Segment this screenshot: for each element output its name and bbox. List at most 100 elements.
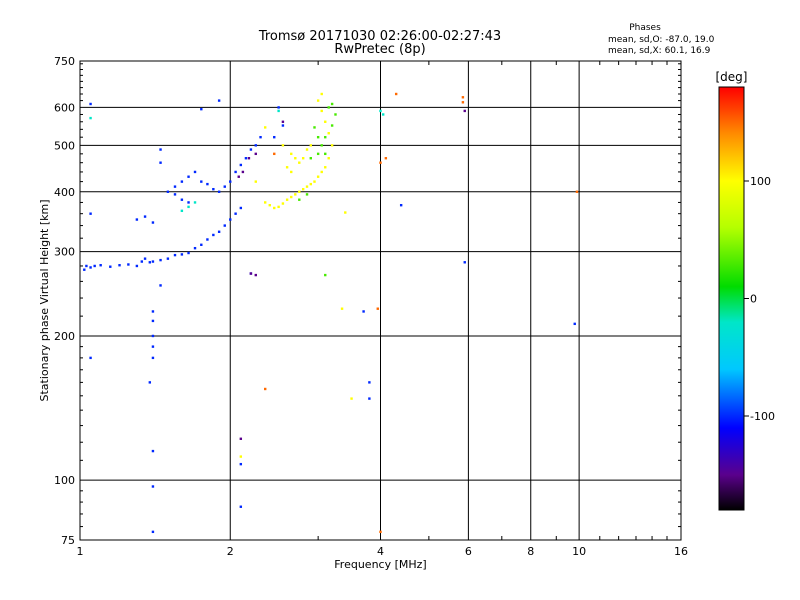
data-point <box>239 437 243 440</box>
data-point <box>362 310 365 313</box>
data-point <box>290 152 293 156</box>
data-point <box>324 166 327 169</box>
colorbar-tick-label: 100 <box>750 175 771 188</box>
data-point <box>334 113 337 116</box>
data-point <box>180 198 184 201</box>
data-point <box>463 109 466 113</box>
data-point <box>151 310 155 313</box>
data-point <box>187 251 190 255</box>
y-tick-label: 750 <box>54 55 75 68</box>
data-point <box>193 170 197 174</box>
data-point <box>159 258 162 262</box>
data-point <box>239 206 243 210</box>
data-point <box>320 144 323 147</box>
data-point <box>368 381 371 384</box>
data-point <box>217 99 221 102</box>
data-point <box>285 198 289 201</box>
data-point <box>118 264 121 267</box>
data-point <box>273 152 276 156</box>
y-tick-label: 200 <box>54 330 75 343</box>
x-tick-label: 10 <box>572 545 586 558</box>
data-point <box>83 268 86 271</box>
data-point <box>316 175 320 178</box>
data-point <box>173 185 177 188</box>
data-point <box>200 180 203 183</box>
x-tick-label: 2 <box>227 545 234 558</box>
data-point <box>239 505 243 508</box>
colorbar <box>718 86 745 511</box>
data-point <box>305 148 309 151</box>
data-point <box>151 319 155 323</box>
data-point <box>264 126 267 129</box>
data-point <box>316 99 320 102</box>
data-point <box>180 253 184 256</box>
data-point <box>327 106 330 109</box>
data-point <box>399 203 403 207</box>
data-point <box>187 201 190 204</box>
data-point <box>151 449 155 453</box>
data-point <box>254 273 257 277</box>
phases-line-x: mean, sd,X: 60.1, 16.9 <box>608 46 711 56</box>
data-point <box>277 109 280 113</box>
data-point <box>313 180 316 183</box>
data-point <box>109 265 112 268</box>
data-point <box>89 212 92 215</box>
data-point <box>305 193 309 196</box>
data-point <box>151 485 155 488</box>
data-point <box>394 92 398 96</box>
data-point <box>159 148 162 151</box>
x-tick-label: 16 <box>674 545 688 558</box>
data-point <box>173 193 177 196</box>
data-point <box>249 272 253 275</box>
data-point <box>229 218 232 221</box>
data-point <box>264 387 267 391</box>
data-point <box>573 322 576 326</box>
data-point <box>200 243 203 246</box>
data-point <box>259 135 262 139</box>
data-point <box>298 198 301 201</box>
data-point <box>379 161 382 164</box>
data-point <box>324 273 327 277</box>
data-point <box>234 212 237 215</box>
data-point <box>294 193 297 196</box>
data-point <box>463 261 466 264</box>
data-point <box>173 253 177 257</box>
data-point <box>281 124 285 127</box>
data-point <box>151 334 155 338</box>
data-point <box>330 144 334 147</box>
data-point <box>151 260 155 263</box>
data-point <box>324 152 327 156</box>
y-axis-label: Stationary phase Virtual Height [km] <box>38 199 51 401</box>
colorbar-label: [deg] <box>716 70 748 84</box>
data-point <box>254 144 257 147</box>
data-point <box>166 190 170 193</box>
data-point <box>143 257 147 260</box>
data-point <box>290 170 293 174</box>
data-point <box>89 266 92 269</box>
data-point <box>281 202 285 205</box>
data-point <box>344 211 347 214</box>
data-point <box>324 120 327 123</box>
data-point <box>244 157 248 160</box>
data-point <box>239 462 243 466</box>
data-point <box>193 246 197 250</box>
data-point <box>313 126 316 129</box>
data-point <box>217 230 221 233</box>
data-point <box>575 190 579 193</box>
data-point <box>217 190 221 193</box>
data-point <box>206 238 209 241</box>
data-point <box>200 107 203 111</box>
data-point <box>234 170 237 174</box>
data-point <box>229 180 232 183</box>
y-tick-label: 400 <box>54 186 75 199</box>
data-point <box>461 101 465 104</box>
y-tick-label: 300 <box>54 246 75 259</box>
data-point <box>376 307 379 310</box>
chart-title-line2: RwPretec (8p) <box>334 42 425 57</box>
data-point <box>327 132 330 135</box>
data-point <box>301 187 305 191</box>
y-tick-label: 75 <box>61 534 75 547</box>
data-point <box>327 157 330 160</box>
colorbar-tick-label: -100 <box>750 410 775 423</box>
